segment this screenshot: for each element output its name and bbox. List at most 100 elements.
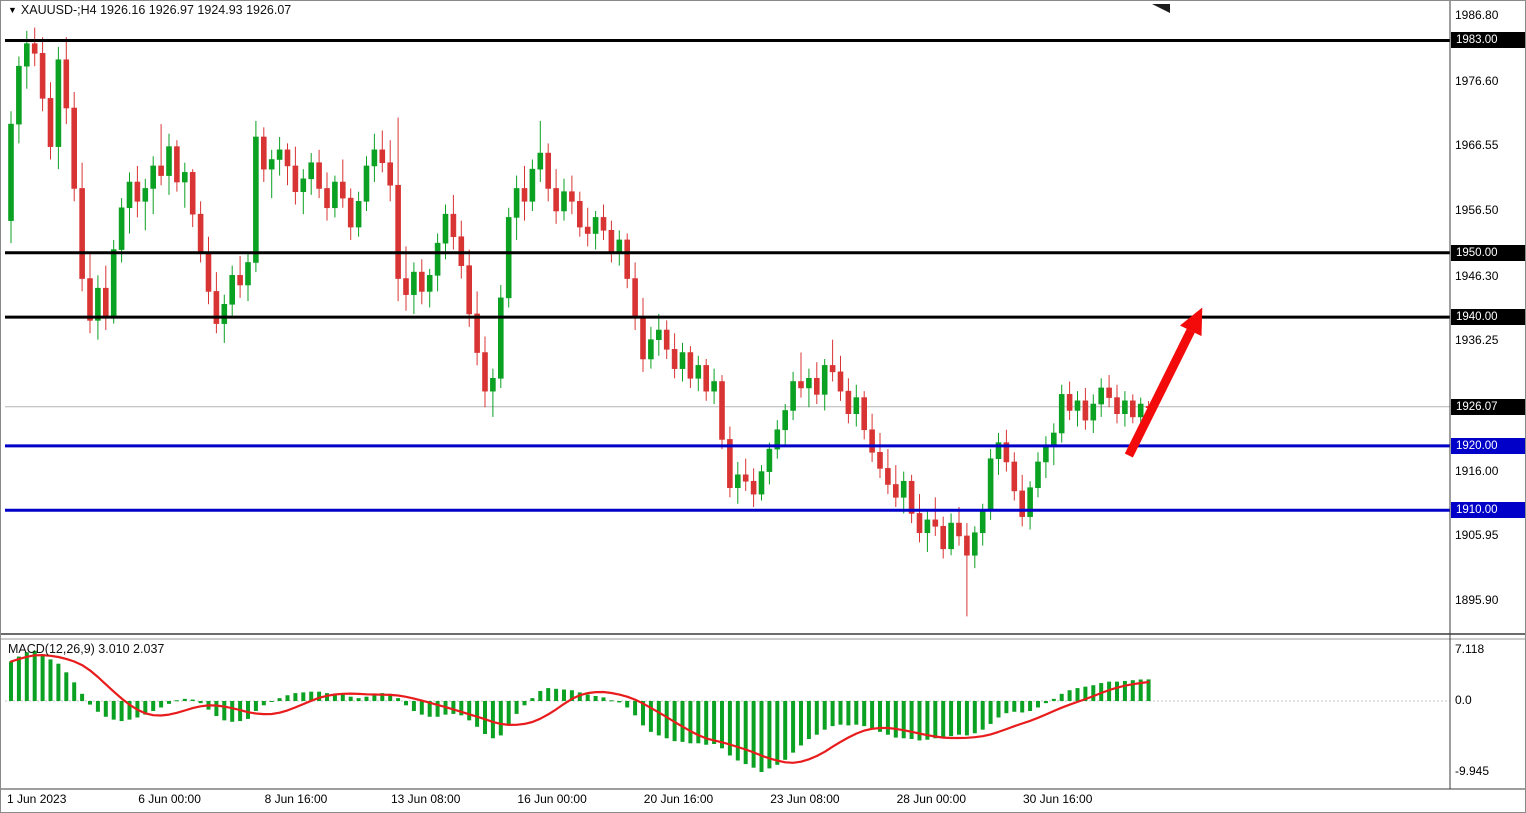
price-scale-tick-label: 1905.95 [1455, 528, 1499, 543]
date-axis-label: 13 Jun 08:00 [391, 792, 461, 806]
candle-body [324, 188, 330, 209]
candle-body [466, 265, 473, 315]
candle-body [474, 313, 480, 353]
candle-body [979, 509, 986, 534]
macd-histogram-bar [1091, 685, 1096, 701]
price-badges-layer: 1983.00 1950.00 1940.00 1920.00 1910.00 1926.… [1451, 1, 1525, 812]
macd-histogram-bar [1043, 701, 1048, 704]
trend-arrow-head[interactable] [1180, 307, 1203, 337]
chart-header: ▼ XAUUSD-;H4 1926.16 1926.97 1924.93 192… [8, 3, 291, 17]
macd-histogram-bar [783, 701, 788, 760]
candle-body [1011, 461, 1018, 492]
date-axis[interactable]: 1 Jun 2023 6 Jun 00:00 8 Jun 16:00 13 Jun 0… [1, 792, 1525, 812]
candle-body [260, 136, 267, 170]
macd-histogram-bar [1115, 681, 1119, 701]
candle-body [987, 458, 994, 511]
candle-body [703, 365, 710, 392]
macd-histogram-bar [680, 701, 685, 742]
candle-body [47, 98, 54, 147]
price-scale-tick-label: 1936.25 [1455, 333, 1499, 348]
candle-body [205, 252, 212, 292]
macd-histogram-bar [1146, 679, 1151, 701]
candle-body [182, 172, 188, 183]
macd-histogram-bar [293, 693, 298, 701]
candle-body [600, 217, 607, 231]
candle-body [900, 480, 907, 498]
candle-body [31, 43, 38, 54]
macd-histogram-bar [364, 696, 369, 701]
macd-histogram-bar [838, 701, 843, 725]
candle-body [908, 480, 915, 514]
macd-histogram-bar [688, 701, 693, 744]
candle-body [347, 197, 354, 228]
candle-body [268, 159, 275, 170]
macd-histogram-bar [1122, 680, 1127, 701]
macd-histogram-bar [609, 700, 614, 702]
date-axis-label: 20 Jun 16:00 [643, 792, 714, 806]
candle-body [948, 522, 954, 550]
macd-histogram-bar [261, 701, 266, 706]
candle-body [537, 152, 544, 170]
candle-body [1058, 394, 1065, 434]
price-scale-tick-label: 1895.90 [1455, 592, 1499, 607]
macd-histogram-bar [1028, 701, 1033, 712]
macd-histogram-bar [9, 661, 13, 701]
macd-histogram-bar [830, 701, 835, 727]
candle-body [569, 191, 575, 202]
candle-body [1051, 432, 1057, 447]
macd-histogram-bar [16, 656, 21, 701]
candle-body [403, 278, 409, 295]
candle-body [624, 239, 631, 279]
macd-histogram-bar [791, 701, 796, 753]
candle-body [521, 188, 528, 202]
candle-body [332, 181, 338, 209]
macd-histogram-bar [957, 701, 961, 735]
macd-histogram-bar [648, 701, 653, 732]
candle-body [379, 149, 386, 164]
candle-body [95, 287, 101, 321]
candle-body [213, 291, 220, 324]
candle-body [687, 352, 694, 379]
macd-scale[interactable]: 7.118 0.0 -9.945 [1455, 1, 1525, 812]
candle-body [490, 377, 496, 392]
candle-body [529, 168, 536, 202]
date-axis-label: 16 Jun 00:00 [517, 792, 587, 806]
candle-body [561, 191, 567, 212]
macd-histogram-bar [467, 701, 472, 721]
trend-arrow-shaft[interactable] [1124, 328, 1195, 458]
macd-histogram-bar [601, 697, 606, 701]
macd-histogram-bar [704, 701, 709, 745]
candle-body [766, 448, 773, 472]
macd-histogram-bar [846, 701, 851, 726]
macd-histogram-bar [870, 701, 875, 729]
candle-body [742, 474, 749, 482]
candle-body [964, 535, 970, 556]
macd-histogram-bar [893, 701, 898, 738]
candle-body [158, 165, 164, 176]
candle-body [189, 172, 196, 215]
macd-histogram-bar [230, 701, 235, 722]
candle-body [55, 59, 62, 147]
macd-histogram-bar [72, 682, 77, 701]
macd-histogram-bar [498, 701, 503, 736]
candle-body [892, 484, 899, 498]
candle-body [126, 181, 133, 209]
candle-body [790, 381, 796, 411]
macd-histogram-bar [506, 701, 511, 726]
macd-histogram-bar [538, 690, 543, 701]
macd-histogram-bar [1020, 701, 1025, 713]
candle-body [924, 519, 931, 534]
candle-body [719, 381, 725, 440]
macd-histogram-bar [1004, 701, 1009, 714]
candle-body [300, 178, 307, 192]
candle-body [174, 146, 180, 183]
candle-body [316, 162, 322, 189]
price-scale-tick-label: 1966.55 [1455, 138, 1499, 153]
candle-body [1003, 442, 1010, 463]
chart-shift-icon[interactable] [1152, 4, 1170, 13]
price-scale[interactable]: 1986.80 1976.60 1966.55 1956.50 1946.30 1936.… [1455, 1, 1525, 812]
candle-body [363, 165, 370, 202]
candle-body [916, 513, 923, 534]
macd-histogram-bar [285, 695, 290, 701]
